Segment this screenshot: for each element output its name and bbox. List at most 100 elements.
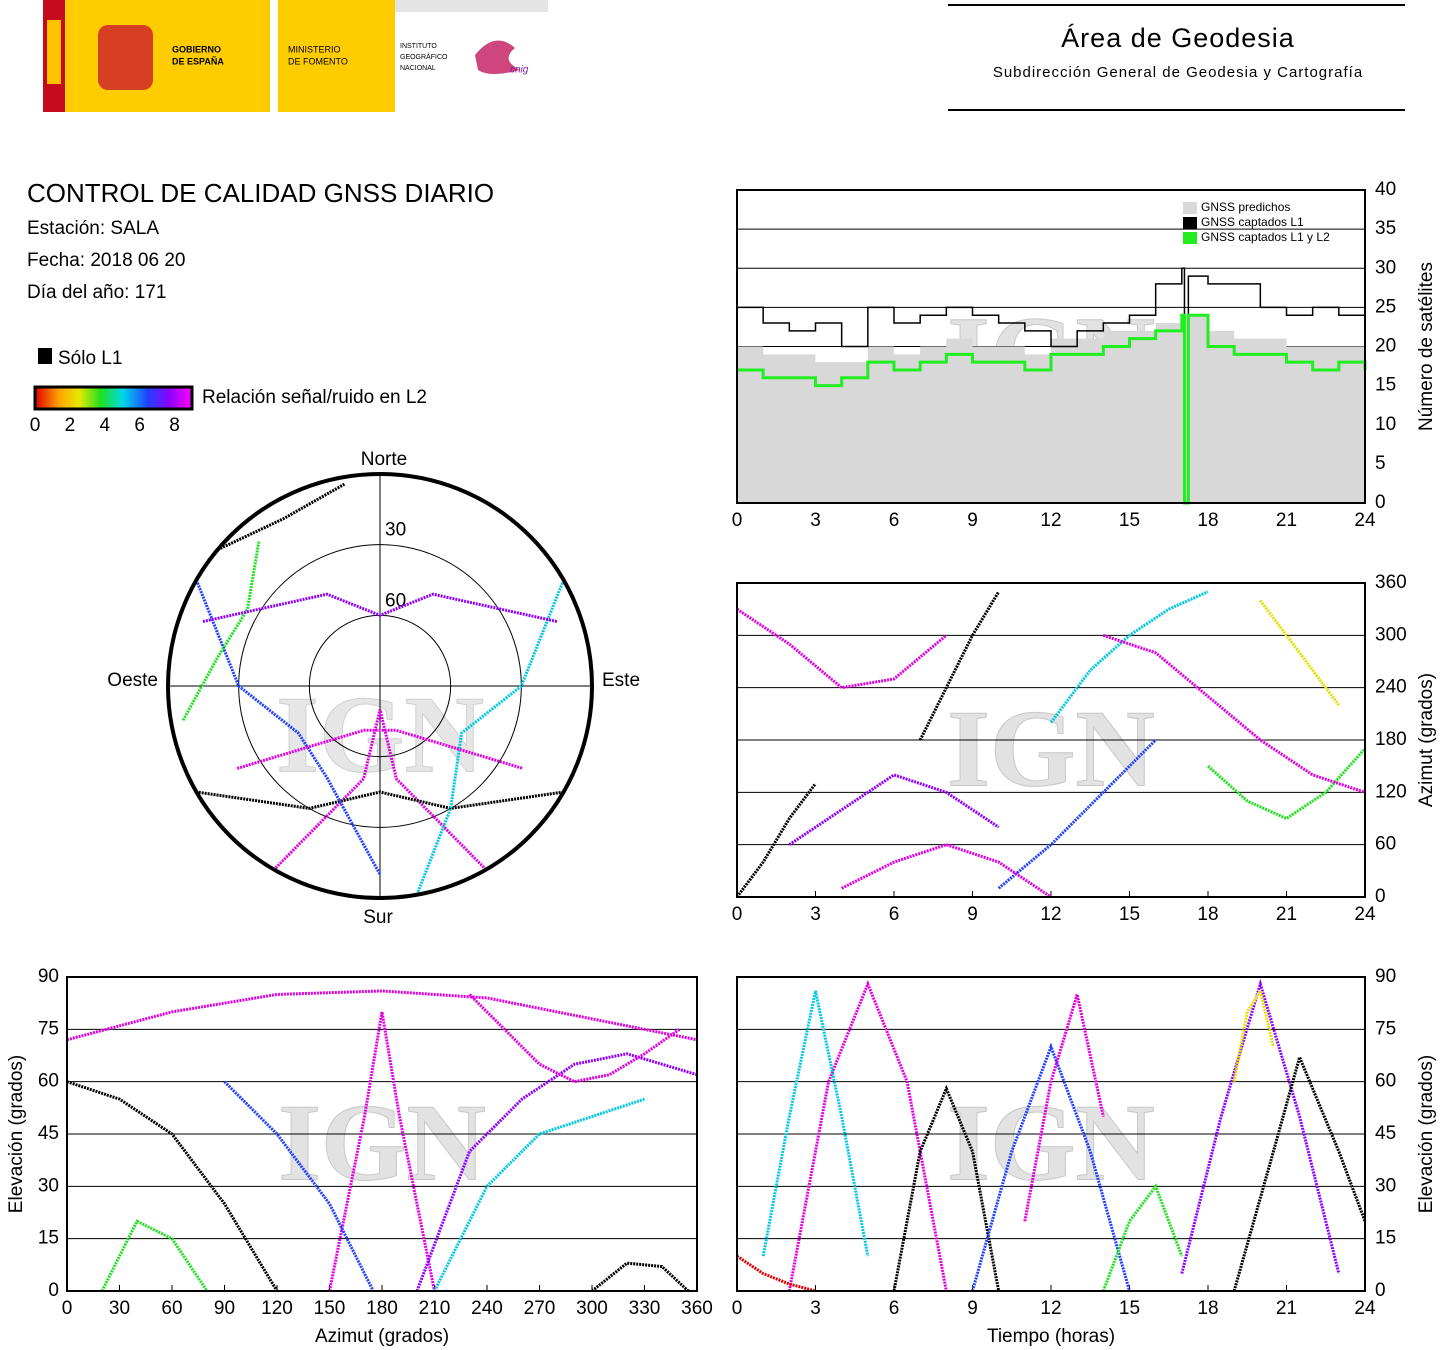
report-date: Fecha: 2018 06 20	[27, 250, 185, 271]
satellite-track	[788, 773, 1000, 846]
satellite-track	[1232, 1052, 1367, 1292]
x-tick-label: 15	[1119, 1298, 1140, 1319]
y-tick-label: 60	[1375, 834, 1396, 855]
cnig-logo	[475, 40, 520, 74]
satellite-track	[202, 592, 558, 624]
y-tick-label: 30	[38, 1175, 59, 1196]
direction-label: Norte	[361, 449, 407, 470]
watermark: IGN	[947, 687, 1155, 809]
satellite-track	[1180, 978, 1341, 1274]
colorbar-label: Relación señal/ruido en L2	[202, 387, 427, 408]
x-tick-label: 21	[1276, 510, 1297, 531]
y-tick-label: 90	[1375, 966, 1396, 987]
x-tick-label: 240	[471, 1298, 503, 1319]
satellite-track	[761, 990, 870, 1257]
y-tick-label: 35	[1375, 218, 1396, 239]
y-tick-label: 90	[38, 966, 59, 987]
satellite-track	[196, 790, 564, 810]
x-tick-label: 18	[1197, 510, 1218, 531]
colorbar-tick-label: 0	[30, 415, 41, 436]
y-tick-label: 60	[38, 1071, 59, 1092]
satellite-track	[1232, 987, 1275, 1082]
watermark: IGN	[947, 1081, 1155, 1203]
plot-frame	[736, 582, 1366, 898]
plot-frame	[736, 976, 1366, 1292]
satellite-track	[415, 579, 565, 896]
satellite-track	[591, 1261, 690, 1293]
x-tick-label: 12	[1040, 1298, 1061, 1319]
y-tick-label: 0	[1375, 492, 1386, 513]
legend-swatch	[1183, 202, 1197, 214]
y-axis-label: Azimut (grados)	[1416, 673, 1437, 807]
x-tick-label: 210	[419, 1298, 451, 1319]
watermark: IGN	[278, 1081, 486, 1203]
gov-block	[65, 0, 270, 112]
y-tick-label: 0	[48, 1280, 59, 1301]
y-tick-label: 0	[1375, 886, 1386, 907]
satellite-track	[971, 1042, 1131, 1292]
satellite-track	[840, 843, 1052, 899]
y-tick-label: 300	[1375, 624, 1407, 645]
x-axis-label: Tiempo (horas)	[987, 1326, 1115, 1347]
x-tick-label: 180	[366, 1298, 398, 1319]
plot-frame	[736, 189, 1366, 504]
y-tick-label: 40	[1375, 179, 1396, 200]
y-axis-label: Elevación (grados)	[1416, 1055, 1437, 1213]
legend-label: GNSS predichos	[1201, 200, 1290, 214]
y-tick-label: 10	[1375, 414, 1396, 435]
logo-text: DE FOMENTO	[288, 56, 348, 66]
satellite-track	[1049, 590, 1209, 724]
satellite-track	[236, 728, 524, 770]
x-tick-label: 3	[810, 510, 821, 531]
colorbar-tick-label: 4	[99, 415, 110, 436]
l1-swatch	[38, 348, 52, 364]
series-layer	[737, 267, 1367, 505]
colorbar-tick-label: 2	[65, 415, 76, 436]
y-tick-label: 25	[1375, 296, 1396, 317]
x-tick-label: 330	[629, 1298, 661, 1319]
logo-text: DE ESPAÑA	[172, 56, 224, 66]
satellite-track	[100, 1219, 209, 1292]
y-tick-label: 45	[1375, 1123, 1396, 1144]
x-tick-label: 3	[810, 904, 821, 925]
header-subtitle: Subdirección General de Geodesia y Carto…	[993, 64, 1363, 81]
count-line	[737, 313, 1367, 505]
x-tick-label: 9	[967, 1298, 978, 1319]
y-tick-label: 30	[1375, 1175, 1396, 1196]
legend-label: GNSS captados L1	[1201, 215, 1304, 229]
x-tick-label: 0	[732, 510, 743, 531]
polar-ring-label: 30	[385, 520, 406, 541]
x-tick-label: 21	[1276, 904, 1297, 925]
y-tick-label: 45	[38, 1123, 59, 1144]
x-tick-label: 15	[1119, 510, 1140, 531]
satellite-track	[433, 1097, 645, 1292]
report-doy: Día del año: 171	[27, 282, 166, 303]
y-tick-label: 30	[1375, 257, 1396, 278]
x-tick-label: 6	[889, 904, 900, 925]
x-tick-label: 12	[1040, 904, 1061, 925]
snr-colorbar	[33, 385, 194, 411]
logo-text: NACIONAL	[400, 65, 436, 72]
colorbar-tick-label: 8	[169, 415, 180, 436]
legend-swatch	[1183, 232, 1197, 244]
satellite-track	[892, 1084, 1001, 1292]
y-tick-label: 15	[1375, 1228, 1396, 1249]
satellite-track	[181, 541, 261, 722]
satellite-track	[735, 782, 817, 898]
y-tick-label: 180	[1375, 729, 1407, 750]
satellite-track	[195, 579, 382, 876]
x-tick-label: 0	[62, 1298, 73, 1319]
satellite-track	[223, 1080, 375, 1292]
satellite-track	[997, 738, 1157, 890]
x-tick-label: 24	[1354, 510, 1376, 531]
logo-bar	[395, 0, 548, 12]
report-title: CONTROL DE CALIDAD GNSS DIARIO	[27, 178, 494, 208]
x-tick-label: 9	[967, 510, 978, 531]
plot-frame	[66, 976, 698, 1292]
y-tick-label: 20	[1375, 336, 1396, 357]
polar-ring-label: 60	[385, 590, 406, 611]
x-tick-label: 18	[1197, 1298, 1218, 1319]
y-tick-label: 75	[1375, 1018, 1396, 1039]
y-tick-label: 0	[1375, 1280, 1386, 1301]
